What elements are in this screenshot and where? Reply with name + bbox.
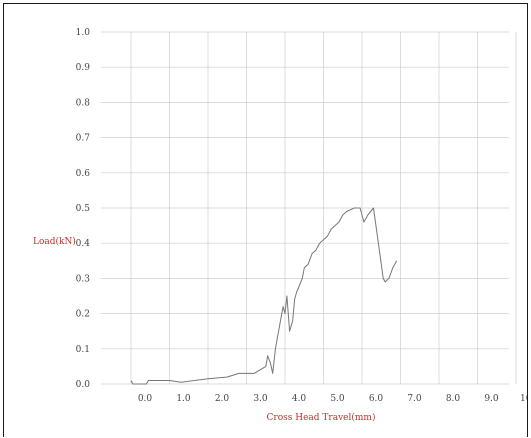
y-tick-labels: 0.0 0.1 0.2 0.3 0.4 0.5 0.6 0.7 0.8 0.9 1.0: [76, 28, 91, 390]
x-tick-label: 10.0: [520, 394, 527, 404]
x-tick-label: 9.0: [484, 394, 499, 404]
y-tick-label: 0.0: [76, 380, 91, 390]
y-tick-label: 0.6: [76, 169, 91, 179]
x-tick-label: 4.0: [292, 394, 307, 404]
y-tick-label: 0.4: [76, 239, 91, 249]
load-displacement-chart: 0.0 0.1 0.2 0.3 0.4 0.5 0.6 0.7 0.8 0.9 1.0 0.0 1.0…: [33, 28, 527, 423]
series-line: [130, 207, 398, 385]
x-tick-labels: 0.0 1.0 2.0 3.0 4.0 5.0 6.0 7.0 8.0 9.0 10.0: [138, 394, 527, 404]
y-tick-label: 0.9: [76, 63, 91, 73]
x-tick-label: 3.0: [253, 394, 268, 404]
y-tick-label: 0.7: [76, 134, 91, 144]
x-axis-label: Cross Head Travel(mm): [267, 412, 376, 423]
chart-frame: 0.0 0.1 0.2 0.3 0.4 0.5 0.6 0.7 0.8 0.9 1.0 0.0 1.0…: [3, 3, 528, 437]
series-group: [130, 207, 398, 385]
x-tick-label: 5.0: [330, 394, 345, 404]
y-tick-label: 0.2: [76, 310, 90, 320]
x-tick-label: 0.0: [138, 394, 153, 404]
y-tick-label: 0.8: [76, 98, 91, 108]
x-tick-label: 8.0: [446, 394, 461, 404]
x-tick-label: 6.0: [369, 394, 384, 404]
grid: [101, 31, 517, 385]
x-tick-label: 1.0: [176, 394, 191, 404]
y-tick-label: 0.5: [76, 204, 91, 214]
x-tick-label: 7.0: [407, 394, 422, 404]
y-tick-label: 0.3: [76, 274, 91, 284]
y-tick-label: 0.1: [76, 345, 90, 355]
y-axis-label: Load(kN): [33, 236, 76, 247]
y-tick-label: 1.0: [76, 28, 91, 38]
x-tick-label: 2.0: [215, 394, 230, 404]
